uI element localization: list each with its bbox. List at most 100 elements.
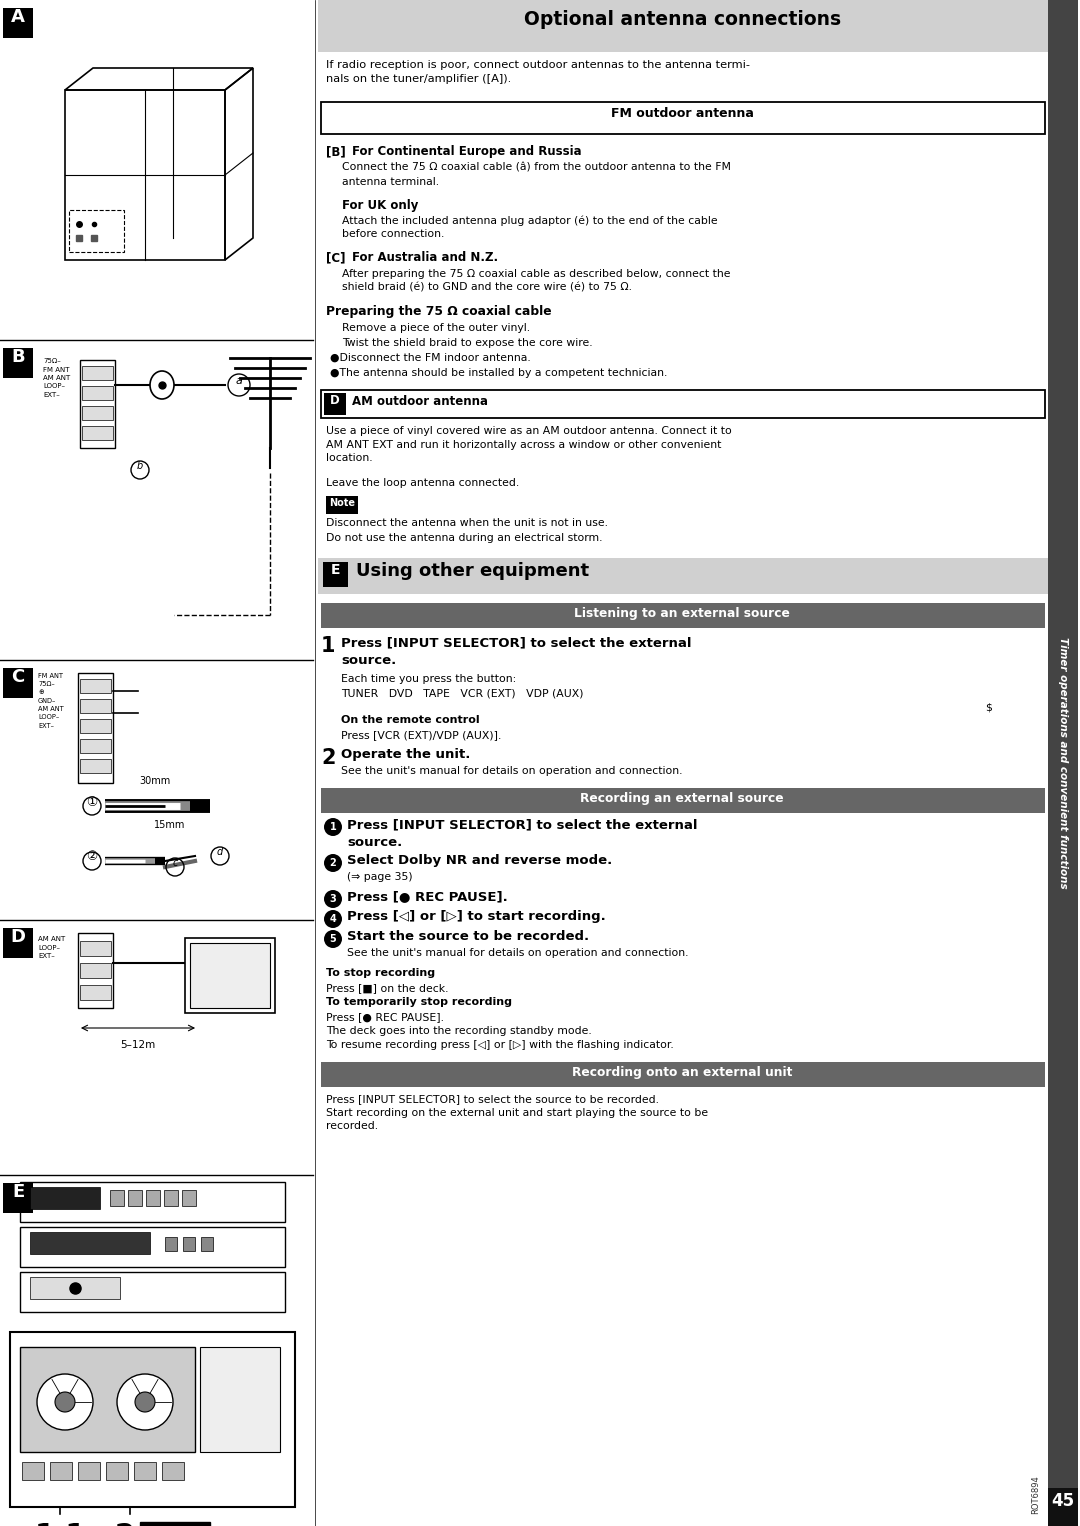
Bar — [82, 386, 113, 400]
Bar — [321, 1062, 1045, 1087]
Text: Attach the included antenna plug adaptor (é) to the end of the cable
before conn: Attach the included antenna plug adaptor… — [342, 215, 717, 240]
Text: (⇒ page 35): (⇒ page 35) — [347, 871, 413, 882]
Text: Using other equipment: Using other equipment — [356, 562, 589, 580]
Bar — [21, 1347, 195, 1453]
Bar — [69, 211, 124, 252]
Text: See the unit's manual for details on operation and connection.: See the unit's manual for details on ope… — [341, 766, 683, 777]
Text: D: D — [330, 394, 340, 407]
Text: E: E — [330, 563, 340, 577]
Text: ②: ② — [86, 850, 97, 864]
Circle shape — [324, 855, 342, 871]
Bar — [201, 1238, 213, 1251]
Bar — [21, 1227, 285, 1267]
Text: Leave the loop antenna connected.: Leave the loop antenna connected. — [326, 478, 519, 488]
Bar — [321, 787, 1045, 813]
Bar — [10, 1332, 295, 1508]
Bar — [324, 394, 346, 415]
Bar — [162, 1462, 184, 1480]
Text: Press [● REC PAUSE].: Press [● REC PAUSE]. — [347, 890, 508, 903]
Text: Optional antenna connections: Optional antenna connections — [525, 11, 841, 29]
Text: 2: 2 — [114, 1521, 135, 1526]
Text: FM outdoor antenna: FM outdoor antenna — [610, 107, 754, 121]
Text: Preparing the 75 Ω coaxial cable: Preparing the 75 Ω coaxial cable — [326, 305, 552, 317]
Bar — [3, 668, 33, 697]
Bar — [80, 360, 114, 449]
Text: For Continental Europe and Russia: For Continental Europe and Russia — [352, 145, 582, 159]
Text: ①: ① — [86, 795, 97, 809]
Bar — [80, 719, 111, 732]
Bar — [134, 1462, 156, 1480]
Bar — [129, 1190, 141, 1206]
Text: a: a — [235, 375, 242, 386]
Text: 45: 45 — [1052, 1492, 1075, 1511]
Text: See the unit's manual for details on operation and connection.: See the unit's manual for details on ope… — [347, 948, 689, 958]
Text: Timer operations and convenient functions: Timer operations and convenient function… — [1058, 638, 1068, 888]
Text: Press [■] on the deck.: Press [■] on the deck. — [326, 983, 448, 993]
Text: $: $ — [985, 703, 991, 713]
Text: For UK only: For UK only — [342, 198, 418, 212]
Text: AM ANT
LOOP–
EXT–: AM ANT LOOP– EXT– — [38, 935, 65, 958]
Text: ROT6894: ROT6894 — [1031, 1476, 1040, 1514]
Circle shape — [324, 890, 342, 908]
Bar — [165, 1238, 177, 1251]
Bar — [185, 938, 275, 1013]
Text: To temporarily stop recording: To temporarily stop recording — [326, 996, 512, 1007]
Text: Remove a piece of the outer vinyl.: Remove a piece of the outer vinyl. — [342, 324, 530, 333]
Circle shape — [117, 1373, 173, 1430]
Bar — [318, 0, 1048, 52]
Text: Recording an external source: Recording an external source — [580, 792, 784, 806]
Text: Press [● REC PAUSE].: Press [● REC PAUSE]. — [326, 1012, 444, 1022]
Text: A: A — [11, 8, 25, 26]
Bar — [21, 1273, 285, 1312]
Text: [C]: [C] — [326, 250, 346, 264]
Bar — [82, 406, 113, 420]
Text: AM outdoor antenna: AM outdoor antenna — [352, 395, 488, 407]
Text: [B]: [B] — [326, 145, 346, 159]
Bar — [323, 562, 348, 588]
Bar — [80, 679, 111, 693]
Text: To resume recording press [◁] or [▷] with the flashing indicator.: To resume recording press [◁] or [▷] wit… — [326, 1041, 674, 1050]
Text: 30mm: 30mm — [139, 777, 171, 786]
Bar — [78, 932, 113, 1009]
Bar — [3, 928, 33, 958]
Bar — [0, 0, 313, 1526]
Bar — [3, 348, 33, 378]
Text: ●The antenna should be installed by a competent technician.: ●The antenna should be installed by a co… — [330, 368, 667, 378]
Bar — [78, 1462, 100, 1480]
Text: 3: 3 — [329, 894, 336, 903]
Text: D: D — [11, 928, 26, 946]
Bar — [30, 1231, 150, 1254]
Text: 15mm: 15mm — [154, 819, 186, 830]
Bar — [318, 559, 1048, 594]
Text: 5–12m: 5–12m — [120, 1041, 156, 1050]
Text: FM ANT
75Ω–
⊕
GND–
AM ANT
LOOP–
EXT–: FM ANT 75Ω– ⊕ GND– AM ANT LOOP– EXT– — [38, 673, 64, 728]
Text: E: E — [12, 1183, 24, 1201]
Bar — [190, 943, 270, 1009]
Text: Operate the unit.: Operate the unit. — [341, 748, 471, 761]
Bar — [321, 102, 1045, 134]
Circle shape — [37, 1373, 93, 1430]
Bar — [110, 1190, 124, 1206]
Text: After preparing the 75 Ω coaxial cable as described below, connect the
shield br: After preparing the 75 Ω coaxial cable a… — [342, 269, 730, 293]
Bar — [80, 739, 111, 752]
Bar — [326, 496, 357, 514]
Text: Disconnect the antenna when the unit is not in use.: Disconnect the antenna when the unit is … — [326, 517, 608, 528]
Bar — [50, 1462, 72, 1480]
Text: 1,1: 1,1 — [35, 1521, 86, 1526]
Text: Do not use the antenna during an electrical storm.: Do not use the antenna during an electri… — [326, 533, 603, 543]
Circle shape — [55, 1392, 75, 1412]
Text: 5: 5 — [329, 934, 336, 945]
Text: C: C — [12, 668, 25, 687]
Bar — [80, 984, 111, 1000]
Bar — [146, 1190, 160, 1206]
Text: Connect the 75 Ω coaxial cable (â) from the outdoor antenna to the FM
antenna te: Connect the 75 Ω coaxial cable (â) from … — [342, 163, 731, 186]
Bar — [164, 1190, 178, 1206]
Bar — [106, 1462, 129, 1480]
Bar — [3, 1183, 33, 1213]
Text: Press [INPUT SELECTOR] to select the source to be recorded.
Start recording on t: Press [INPUT SELECTOR] to select the sou… — [326, 1094, 708, 1131]
Text: Select Dolby NR and reverse mode.: Select Dolby NR and reverse mode. — [347, 855, 612, 867]
Text: Note: Note — [329, 497, 355, 508]
Text: To stop recording: To stop recording — [326, 967, 435, 978]
Text: On the remote control: On the remote control — [341, 716, 480, 725]
Bar — [80, 942, 111, 955]
